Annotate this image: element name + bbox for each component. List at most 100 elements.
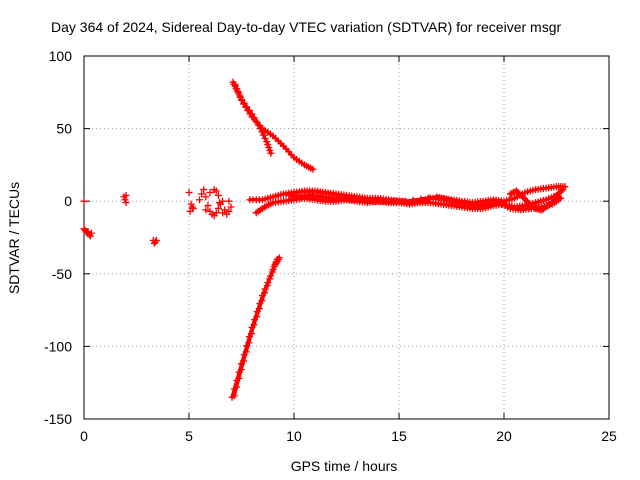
data-point xyxy=(250,321,258,329)
data-point xyxy=(517,191,525,199)
data-point xyxy=(245,106,253,114)
data-point xyxy=(417,195,425,203)
y-axis-label: SDTVAR / TECUs xyxy=(6,182,22,294)
data-point xyxy=(235,374,243,382)
data-point xyxy=(258,128,266,136)
y-tick-label: -150 xyxy=(44,411,72,427)
data-point xyxy=(250,114,258,122)
data-point xyxy=(214,204,222,212)
data-point xyxy=(557,187,565,195)
data-point xyxy=(202,193,210,201)
x-tick-label: 5 xyxy=(185,428,193,444)
data-point xyxy=(122,191,130,199)
data-point xyxy=(252,117,260,125)
data-point xyxy=(200,186,208,194)
series-early-scatter xyxy=(80,191,160,247)
data-point xyxy=(231,81,239,89)
data-point xyxy=(202,206,210,214)
data-point xyxy=(225,207,233,215)
data-point xyxy=(219,209,227,217)
data-point xyxy=(268,268,276,276)
data-point xyxy=(248,110,256,118)
x-tick-label: 25 xyxy=(601,428,617,444)
data-point xyxy=(267,149,275,157)
series-cluster-5-7 xyxy=(185,186,235,220)
grid xyxy=(84,56,609,419)
plot-area xyxy=(80,78,569,401)
data-point xyxy=(309,165,317,173)
data-point xyxy=(152,236,160,244)
y-tick-label: -100 xyxy=(44,338,72,354)
data-point xyxy=(401,197,409,205)
y-tick-label: -50 xyxy=(52,266,72,282)
series-upper-arc xyxy=(229,78,317,173)
data-point xyxy=(555,193,563,201)
data-point xyxy=(236,92,244,100)
data-point xyxy=(261,134,269,142)
data-point xyxy=(215,199,223,207)
data-point xyxy=(253,313,261,321)
data-point xyxy=(227,203,235,211)
x-tick-label: 20 xyxy=(496,428,512,444)
axes: 0 5 10 15 20 25 100 50 0 -50 -100 -150 xyxy=(44,48,617,444)
data-point xyxy=(206,188,214,196)
data-point xyxy=(185,188,193,196)
data-point xyxy=(243,103,251,111)
data-point xyxy=(425,194,433,202)
data-point xyxy=(258,297,266,305)
series-tail-loop xyxy=(506,187,563,214)
data-point xyxy=(245,339,253,347)
y-tick-label: 50 xyxy=(56,121,72,137)
data-point xyxy=(256,125,264,133)
data-point xyxy=(511,188,519,196)
y-tick-label: 0 xyxy=(64,193,72,209)
plot-frame xyxy=(83,55,610,420)
series-line xyxy=(231,80,315,171)
data-point xyxy=(238,96,245,104)
data-point xyxy=(212,209,220,217)
x-axis-label: GPS time / hours xyxy=(291,458,398,474)
data-point xyxy=(188,203,196,211)
y-tick-label: 100 xyxy=(49,48,73,64)
data-point xyxy=(240,357,248,365)
series-lower-arc-b xyxy=(230,254,283,400)
data-point xyxy=(204,202,212,210)
data-point xyxy=(186,207,194,215)
data-point xyxy=(225,197,233,205)
chart-title: Day 364 of 2024, Sidereal Day-to-day VTE… xyxy=(51,19,561,35)
data-point xyxy=(266,275,274,283)
data-point xyxy=(554,194,562,202)
data-point xyxy=(214,191,222,199)
data-point xyxy=(559,186,567,194)
data-point xyxy=(275,254,283,262)
data-point xyxy=(212,187,220,195)
data-point xyxy=(196,196,203,204)
data-point xyxy=(198,190,206,198)
data-point xyxy=(242,348,250,356)
x-tick-label: 15 xyxy=(391,428,407,444)
data-point xyxy=(87,229,95,237)
data-point xyxy=(234,88,242,96)
data-point xyxy=(254,121,262,129)
data-point xyxy=(237,366,245,374)
x-tick-label: 10 xyxy=(286,428,302,444)
x-tick-label: 0 xyxy=(80,428,88,444)
data-point xyxy=(260,131,268,139)
data-point xyxy=(233,383,241,391)
data-point xyxy=(530,203,538,211)
data-point xyxy=(80,197,88,205)
data-point xyxy=(233,85,241,93)
series-upper-arc-b xyxy=(231,81,275,157)
data-point xyxy=(409,196,417,204)
data-point xyxy=(230,392,238,400)
data-point xyxy=(247,330,255,338)
data-point xyxy=(508,189,516,197)
data-point xyxy=(506,190,514,198)
data-point xyxy=(261,289,269,297)
data-point xyxy=(255,305,263,313)
data-point xyxy=(122,199,130,207)
data-point xyxy=(240,99,248,107)
data-point xyxy=(219,197,227,205)
data-point xyxy=(151,238,159,246)
